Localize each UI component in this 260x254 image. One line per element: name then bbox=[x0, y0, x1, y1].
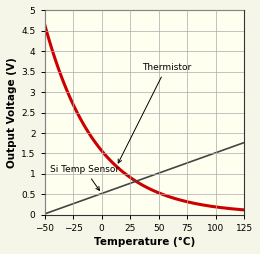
X-axis label: Temperature (°C): Temperature (°C) bbox=[94, 237, 195, 247]
Text: Si Temp Sensor: Si Temp Sensor bbox=[50, 165, 119, 190]
Text: Thermistor: Thermistor bbox=[118, 63, 191, 163]
Y-axis label: Output Voltage (V): Output Voltage (V) bbox=[7, 57, 17, 168]
